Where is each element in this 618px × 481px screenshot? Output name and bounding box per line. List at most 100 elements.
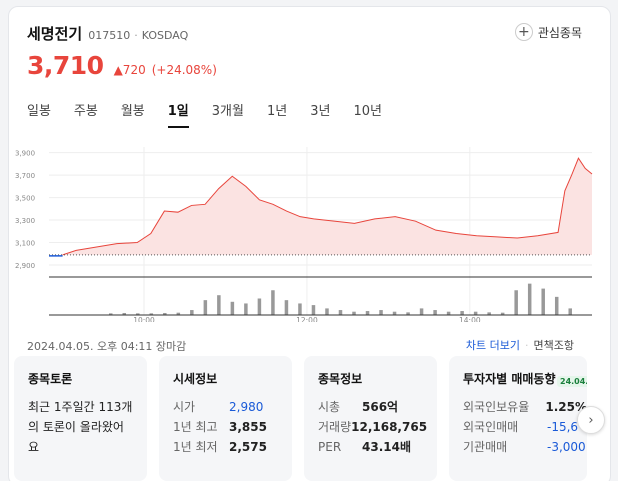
info-row: 외국인보유율 1.25% (463, 397, 587, 417)
row-label: 1년 최고 (173, 420, 218, 434)
volume-bar (406, 312, 410, 315)
tab-1year[interactable]: 1년 (266, 104, 288, 119)
volume-bar (271, 290, 275, 315)
disclaimer-link[interactable]: 면책조항 (533, 339, 574, 352)
volume-bar (298, 303, 302, 315)
volume-bar (365, 311, 370, 315)
volume-bar (284, 300, 289, 315)
next-panel-button[interactable]: › (577, 406, 605, 434)
intraday-chart[interactable]: 2,900 3,100 3,300 3,500 3,700 3,900 10:00 12:00… (9, 137, 611, 322)
row-label: 기관매매 (463, 440, 508, 454)
x-tick-label: 12:00 (296, 316, 318, 322)
foreign-trading: -15,6 (547, 420, 579, 434)
info-row: 시가 2,980 (173, 397, 278, 417)
chart-more-link[interactable]: 차트 더보기 (465, 339, 521, 352)
chart-links: 차트 더보기 · 면책조항 (466, 337, 574, 353)
investor-title: 투자자별 매매동향 (463, 372, 556, 386)
volume-bar (230, 301, 235, 315)
year-low: 2,575 (229, 440, 267, 454)
info-panels: 종목토론 최근 1주일간 113개의 토론이 올라왔어요 시세정보 시가 2,98… (14, 356, 599, 481)
y-tick-label: 2,900 (15, 262, 35, 270)
volume-bar (325, 308, 329, 315)
stock-info-title: 종목정보 (318, 372, 363, 386)
info-row: 기관매매 -3,000 (463, 437, 587, 457)
y-tick-label: 3,300 (15, 217, 35, 225)
x-tick-label: 14:00 (459, 316, 481, 322)
volume-bar (257, 298, 262, 315)
tab-1day[interactable]: 1일 (167, 100, 189, 128)
volume-bar (379, 310, 383, 315)
stock-market: KOSDAQ (134, 29, 189, 42)
volume-bar (122, 313, 127, 315)
investor-panel[interactable]: 투자자별 매매동향 24.04.0 외국인보유율 1.25% 외국인매매 -15,6… (449, 356, 587, 481)
volume-bar (419, 308, 424, 315)
forum-title: 종목토론 (28, 372, 73, 386)
volume-bar (500, 312, 505, 315)
tab-10years[interactable]: 10년 (353, 104, 382, 119)
current-price: 3,710 (27, 51, 104, 80)
period-tabs: 일봉 주봉 월봉 1일 3개월 1년 3년 10년 (27, 100, 405, 128)
price-line (62, 157, 593, 256)
info-row: 외국인매매 -15,6 (463, 417, 587, 437)
tab-3years[interactable]: 3년 (310, 104, 331, 119)
stock-code: 017510 (88, 29, 131, 42)
plus-icon: + (514, 23, 533, 41)
row-label: PER (318, 440, 342, 454)
foreign-ownership: 1.25% (545, 400, 587, 414)
volume-bar (311, 305, 316, 315)
market-close-time: 2024.04.05. 오후 04:11 장마감 (27, 340, 187, 353)
volume-bar (352, 311, 356, 315)
volume-bar (541, 288, 545, 315)
price-change-pct: (+24.08%) (151, 63, 217, 77)
stock-header: 세명전기 017510 KOSDAQ (27, 23, 188, 44)
volume-bar (473, 311, 478, 315)
tab-3months[interactable]: 3개월 (211, 104, 244, 119)
row-label: 시가 (173, 400, 196, 414)
forum-summary: 최근 1주일간 113개의 토론이 올라왔어요 (28, 400, 133, 454)
y-tick-label: 3,700 (15, 172, 35, 180)
volume-bar (217, 295, 221, 315)
market-info-panel[interactable]: 시세정보 시가 2,980 1년 최고 3,855 1년 최저 2,575 (159, 356, 292, 481)
stock-name[interactable]: 세명전기 (27, 25, 83, 43)
volume-bar (568, 308, 572, 315)
info-row: PER 43.14배 (318, 437, 423, 457)
open-price: 2,980 (229, 400, 264, 414)
market-info-title: 시세정보 (173, 372, 218, 386)
tab-daily[interactable]: 일봉 (27, 104, 51, 119)
divider: · (525, 338, 529, 352)
price-row: 3,710 ▲720 (+24.08%) (27, 51, 217, 80)
volume-bar (109, 313, 113, 315)
info-row: 1년 최저 2,575 (173, 437, 278, 457)
investor-date-badge: 24.04.0 (557, 376, 587, 387)
info-row: 1년 최고 3,855 (173, 417, 278, 437)
tab-monthly[interactable]: 월봉 (120, 104, 145, 119)
stock-info-panel[interactable]: 종목정보 시총 566억 거래량 12,168,765 PER 43.14배 (304, 356, 437, 481)
row-label: 외국인매매 (463, 420, 519, 434)
forum-panel[interactable]: 종목토론 최근 1주일간 113개의 토론이 올라왔어요 (14, 356, 147, 481)
row-label: 거래량 (318, 420, 352, 434)
volume-bar (487, 312, 491, 315)
volume-bar (554, 296, 559, 315)
volume-bar (190, 310, 194, 315)
institution-trading: -3,000 (547, 440, 586, 454)
x-tick-label: 10:00 (133, 316, 155, 322)
volume-bar (136, 313, 140, 315)
volume-bar (514, 290, 518, 315)
volume-bar (460, 311, 464, 315)
year-high: 3,855 (229, 420, 267, 434)
tab-weekly[interactable]: 주봉 (73, 104, 98, 119)
volume-bar (163, 313, 167, 315)
volume-bar (176, 312, 181, 315)
watchlist-label: 관심종목 (537, 25, 582, 40)
volume: 12,168,765 (351, 420, 428, 434)
row-label: 1년 최저 (173, 440, 218, 454)
volume-bar (244, 303, 248, 315)
volume-bar (433, 310, 437, 315)
volume-bar (338, 310, 343, 315)
y-tick-label: 3,100 (15, 240, 35, 248)
volume-bar (527, 283, 532, 315)
row-label: 시총 (318, 400, 341, 414)
info-row: 시총 566억 (318, 397, 423, 417)
add-watchlist-button[interactable]: + 관심종목 (514, 23, 582, 41)
y-tick-label: 3,500 (15, 195, 35, 203)
